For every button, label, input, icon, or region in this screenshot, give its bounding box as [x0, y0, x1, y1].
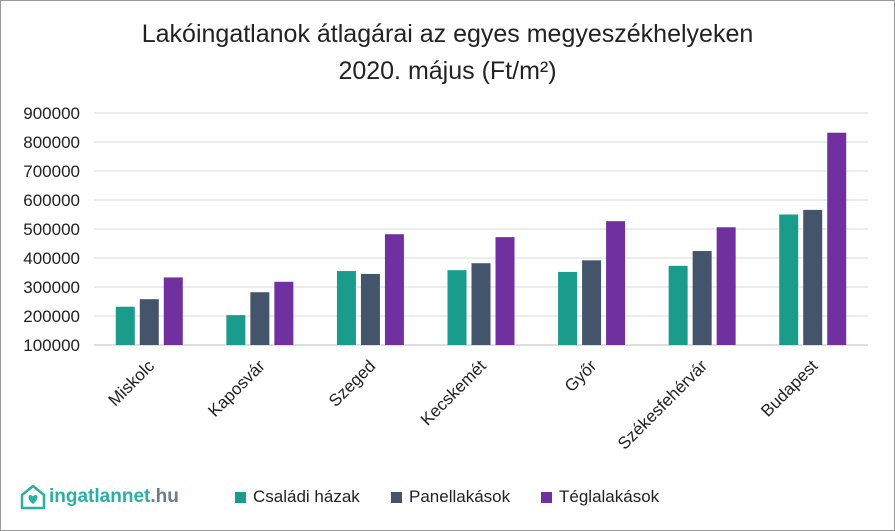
- legend-label-tegla: Téglalakások: [559, 487, 660, 506]
- bar-csaladi: [115, 306, 135, 345]
- legend-label-panel: Panellakások: [409, 487, 511, 506]
- bar-csaladi: [558, 271, 578, 345]
- bar-panel: [471, 263, 491, 345]
- bar-csaladi: [668, 265, 688, 345]
- bar-tegla: [827, 132, 847, 345]
- x-tick-label: Kaposvár: [204, 356, 268, 420]
- bar-panel: [360, 273, 380, 345]
- legend-label-csaladi: Családi házak: [253, 487, 360, 506]
- bar-panel: [139, 299, 159, 345]
- x-tick-label: Szeged: [325, 356, 379, 410]
- x-tick-label: Budapest: [757, 356, 821, 420]
- bar-panel: [803, 209, 823, 345]
- house-heart-icon: [20, 484, 46, 510]
- bar-tegla: [274, 281, 294, 345]
- chart-title-line1: Lakóingatlanok átlagárai az egyes megyes…: [141, 20, 754, 48]
- legend-swatch-panel: [391, 491, 402, 503]
- y-tick-label: 200000: [23, 307, 80, 326]
- x-tick-label: Miskolc: [105, 356, 159, 410]
- logo-name: ingatlannet: [49, 486, 151, 507]
- y-tick-label: 300000: [23, 278, 80, 297]
- logo-suffix: .hu: [150, 486, 179, 507]
- y-tick-label: 900000: [23, 104, 80, 123]
- bar-tegla: [606, 221, 626, 345]
- bar-tegla: [384, 234, 404, 345]
- bar-tegla: [495, 237, 515, 345]
- y-tick-label: 500000: [23, 220, 80, 239]
- x-tick-label: Kecskemét: [417, 356, 490, 429]
- bar-tegla: [163, 277, 183, 345]
- legend-item-panel: Panellakások: [391, 487, 510, 507]
- bar-tegla: [716, 227, 736, 345]
- y-tick-label: 700000: [23, 162, 80, 181]
- legend-item-csaladi: Családi házak: [235, 487, 360, 507]
- y-tick-label: 400000: [23, 249, 80, 268]
- legend-swatch-csaladi: [235, 491, 246, 503]
- bar-csaladi: [226, 315, 246, 345]
- bar-panel: [250, 292, 270, 345]
- y-tick-label: 100000: [23, 336, 80, 355]
- ingatlannet-logo: ingatlannet .hu: [20, 484, 179, 510]
- x-tick-label: Székesfehérvár: [614, 356, 711, 453]
- bar-panel: [582, 260, 602, 345]
- x-tick-label: Győr: [561, 356, 601, 396]
- bar-panel: [692, 251, 712, 345]
- chart-title-line2: 2020. május (Ft/m²): [338, 57, 557, 85]
- y-tick-label: 600000: [23, 191, 80, 210]
- bar-csaladi: [336, 271, 356, 345]
- bar-csaladi: [447, 270, 467, 345]
- bar-csaladi: [779, 214, 799, 345]
- legend-swatch-tegla: [541, 491, 552, 503]
- legend-item-tegla: Téglalakások: [541, 487, 659, 507]
- y-tick-label: 800000: [23, 133, 80, 152]
